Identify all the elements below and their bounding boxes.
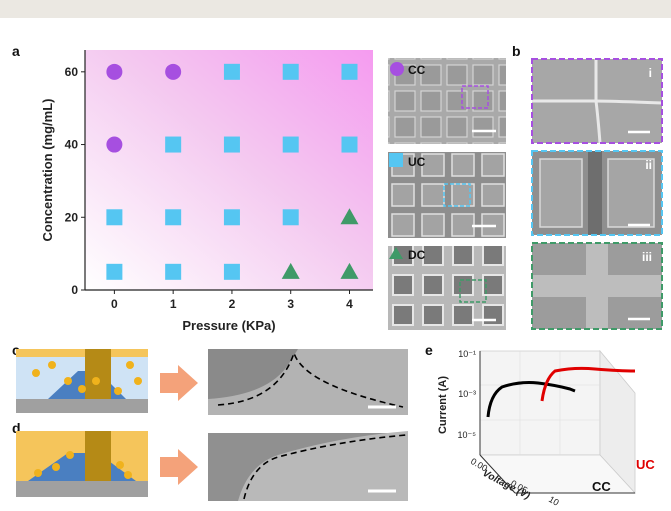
panel-label-c: c [12, 342, 20, 358]
sem-image-cc [388, 58, 506, 144]
data-point-uc [282, 63, 299, 80]
y-tick-label: 20 [65, 210, 79, 224]
data-point-uc [223, 136, 240, 153]
dc-marker-icon [389, 247, 403, 259]
series-cc-curve [486, 381, 576, 418]
panel-label-b: b [512, 43, 521, 59]
x-tick-label: 3 [287, 297, 294, 311]
uc-marker-icon [389, 153, 403, 167]
uc-zoom-box [443, 183, 471, 207]
uc-label: UC [408, 155, 426, 169]
dc-label: DC [408, 248, 426, 262]
arrow-icon [160, 449, 198, 485]
y-tick-label: 10⁻⁵ [458, 430, 477, 440]
data-point-uc [106, 263, 123, 280]
data-point-uc [282, 136, 299, 153]
sem-zoom-images: i ii iii [531, 58, 663, 330]
panel-d-schematic [16, 431, 408, 501]
x-tick-label: 10 [547, 494, 561, 508]
y-tick-label: 60 [65, 65, 79, 79]
y-axis-title: Concentration (mg/mL) [40, 99, 55, 242]
zoom-label-ii: ii [645, 158, 652, 172]
data-point-uc [341, 136, 358, 153]
x-tick-label: 2 [229, 297, 236, 311]
data-point-cc [106, 136, 123, 153]
pillar [85, 349, 111, 399]
panel-label-a: a [12, 43, 20, 59]
zoom-label-iii: iii [642, 250, 652, 264]
data-point-uc [223, 209, 240, 226]
data-point-dc [281, 262, 300, 279]
data-point-uc [165, 209, 182, 226]
data-point-uc [223, 263, 240, 280]
y-tick-label: 40 [65, 138, 79, 152]
data-point-uc [341, 63, 358, 80]
zoom-label-i: i [649, 66, 652, 80]
series-uc-curve [540, 366, 636, 402]
data-point-uc [106, 209, 123, 226]
y-tick-label: 10⁻¹ [458, 349, 476, 359]
z-label-uc: UC [636, 457, 655, 472]
cc-marker-icon [390, 62, 404, 76]
sem-image-dc [388, 246, 506, 330]
top-bar [0, 0, 671, 18]
data-point-uc [165, 263, 182, 280]
data-point-dc [340, 208, 359, 225]
iv-3d-chart: 10⁻¹ 10⁻³ 10⁻⁵ Current (A) 0.00 0.05 10 … [437, 349, 655, 508]
y-tick-label: 10⁻³ [458, 389, 476, 399]
pillar [85, 431, 111, 481]
z-label-cc: CC [592, 479, 611, 494]
sem-image-uc [388, 152, 506, 238]
data-point-uc [282, 209, 299, 226]
x-tick-label: 1 [170, 297, 177, 311]
panel-c-schematic [16, 349, 408, 415]
y-tick-label: 0 [71, 283, 78, 297]
x-tick-label: 0 [111, 297, 118, 311]
data-point-cc [106, 63, 123, 80]
data-point-uc [223, 63, 240, 80]
y-axis-title: Current (A) [437, 376, 449, 434]
plot-area [85, 50, 373, 290]
x-tick-label: 4 [346, 297, 353, 311]
panel-label-e: e [425, 342, 433, 358]
data-point-dc [340, 262, 359, 279]
data-point-uc [165, 136, 182, 153]
cc-zoom-box [461, 85, 489, 109]
data-point-cc [165, 63, 182, 80]
panel-label-d: d [12, 420, 21, 436]
sem-grid-images: CC UC DC [388, 58, 506, 330]
cc-label: CC [408, 63, 426, 77]
dc-zoom-box [459, 279, 487, 303]
x-axis-title: Pressure (KPa) [182, 318, 275, 333]
arrow-icon [160, 365, 198, 401]
